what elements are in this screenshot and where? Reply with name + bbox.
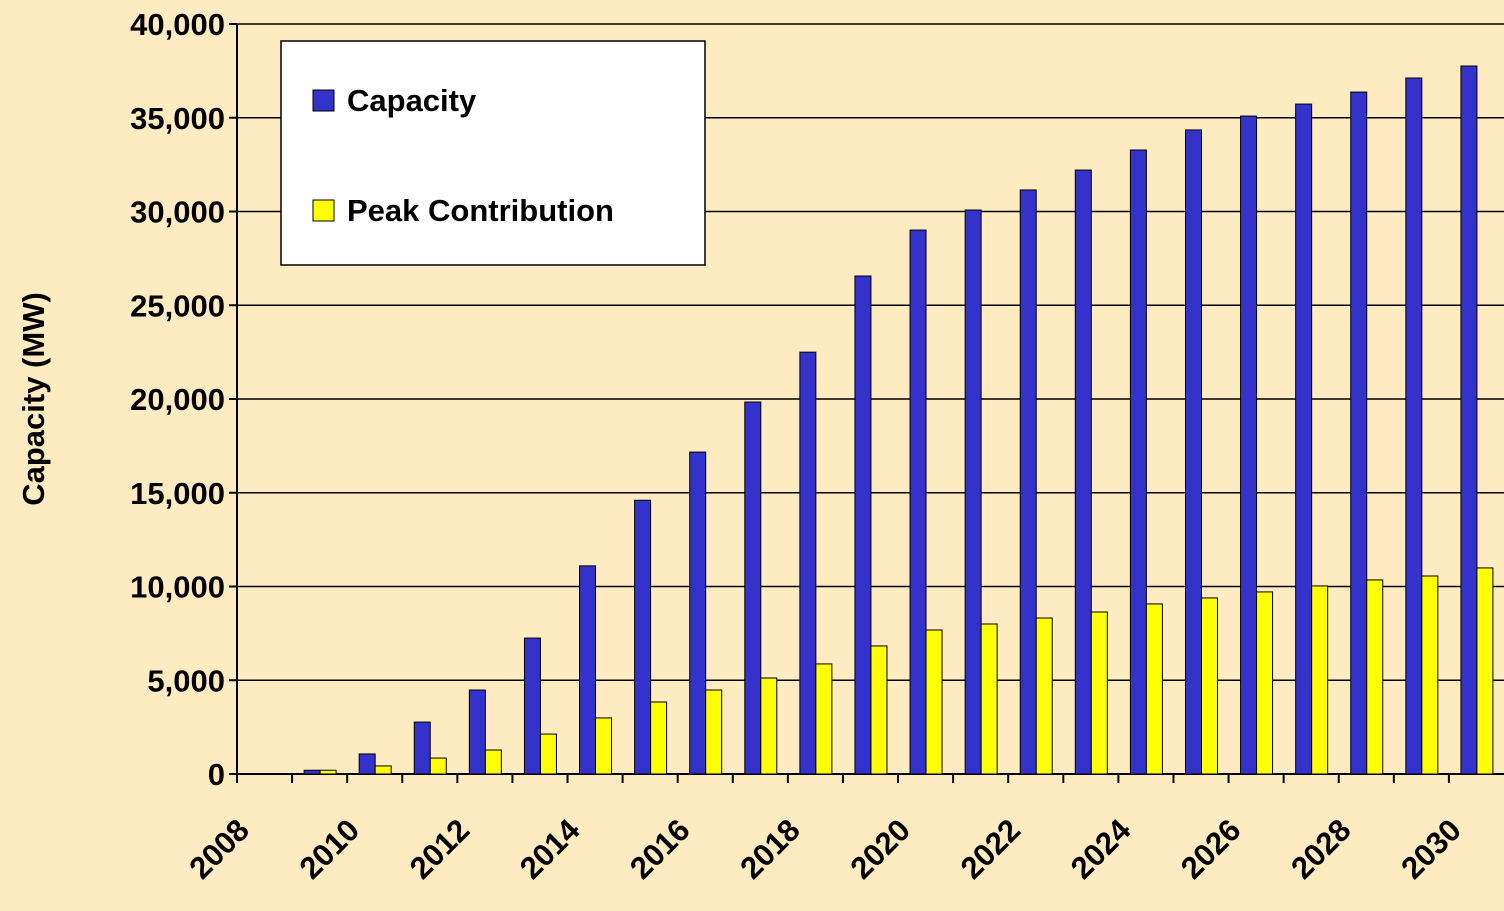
- bar: [413, 721, 431, 775]
- bar: [1476, 567, 1494, 775]
- bar: [374, 765, 392, 775]
- bar: [799, 351, 817, 775]
- bar: [468, 689, 486, 775]
- bar: [1184, 129, 1202, 775]
- bar: [1366, 579, 1384, 775]
- legend-swatch: [312, 89, 335, 112]
- bar: [1074, 169, 1092, 775]
- bar: [870, 645, 888, 775]
- y-axis-label: Capacity (MW): [16, 292, 51, 506]
- legend-box: [280, 40, 706, 266]
- y-tick-label: 20,000: [130, 382, 225, 417]
- bar: [1256, 591, 1274, 775]
- legend-label: Capacity: [347, 83, 477, 118]
- bar: [1405, 77, 1423, 775]
- bar: [650, 701, 668, 775]
- bar: [854, 275, 872, 775]
- legend-label: Peak Contribution: [347, 193, 614, 228]
- bar: [1311, 585, 1329, 775]
- bar: [358, 753, 376, 775]
- legend-swatch: [312, 199, 335, 222]
- bar: [539, 733, 557, 775]
- bar: [925, 629, 943, 775]
- y-tick-label: 25,000: [130, 288, 225, 323]
- bar: [705, 689, 723, 775]
- y-tick-label: 35,000: [130, 101, 225, 136]
- bar: [1460, 65, 1478, 775]
- bar: [909, 229, 927, 775]
- bar: [595, 717, 613, 775]
- bar: [1035, 617, 1053, 775]
- y-tick-label: 0: [208, 757, 225, 792]
- bar: [319, 769, 337, 775]
- bar: [1090, 611, 1108, 775]
- bar: [1019, 189, 1037, 775]
- y-tick-label: 15,000: [130, 476, 225, 511]
- bar: [689, 451, 707, 775]
- bar: [1240, 115, 1258, 775]
- bar: [1295, 103, 1313, 775]
- bar: [964, 209, 982, 775]
- bar: [1145, 603, 1163, 775]
- bar: [980, 623, 998, 775]
- y-tick-label: 30,000: [130, 195, 225, 230]
- bar: [1129, 149, 1147, 775]
- y-tick-label: 40,000: [130, 7, 225, 42]
- bar: [579, 565, 597, 775]
- y-tick-label: 5,000: [147, 663, 225, 698]
- bar: [523, 637, 541, 775]
- bar: [815, 663, 833, 775]
- bar: [1200, 597, 1218, 775]
- y-tick-label: 10,000: [130, 570, 225, 605]
- bar: [1421, 575, 1439, 775]
- bar: [744, 401, 762, 775]
- bar: [634, 499, 652, 775]
- bar: [429, 757, 447, 775]
- bar: [303, 769, 321, 775]
- bar: [760, 677, 778, 775]
- bar: [1350, 91, 1368, 775]
- bar: [484, 749, 502, 775]
